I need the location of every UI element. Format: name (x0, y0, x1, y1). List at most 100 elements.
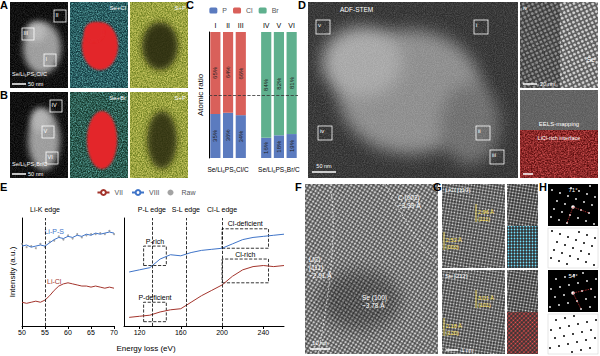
html-text:A: A (0, 0, 8, 11)
svg-text:50 nm: 50 nm (28, 81, 44, 87)
svg-text:VI: VI (288, 22, 295, 29)
svg-text:2.96 Å: 2.96 Å (478, 209, 494, 215)
svg-text:i: i (476, 22, 477, 28)
svg-text:P-deficient: P-deficient (138, 294, 171, 301)
svg-text:IV: IV (263, 22, 270, 29)
svg-text:II: II (56, 12, 60, 18)
svg-text:84%: 84% (263, 78, 269, 91)
svg-text:Energy loss (eV): Energy loss (eV) (116, 344, 175, 353)
svg-text:~3.78 Å: ~3.78 Å (362, 301, 385, 309)
svg-text:LiCl: LiCl (309, 256, 321, 263)
svg-text:Cl: Cl (246, 7, 253, 14)
svg-text:P: P (222, 7, 227, 14)
svg-text:64%: 64% (225, 66, 231, 79)
svg-text:Se: Se (586, 56, 595, 63)
svg-text:S+P: S+P (174, 95, 186, 101)
svg-text:Se/Li₆PS₅Cl/C: Se/Li₆PS₅Cl/C (207, 166, 249, 173)
svg-text:I: I (214, 22, 216, 29)
svg-text:~3.39 Å: ~3.39 Å (398, 201, 421, 209)
svg-text:LiCl [110]: LiCl [110] (445, 187, 470, 193)
svg-text:10 nm: 10 nm (312, 340, 328, 346)
svg-text:ADF-STEM: ADF-STEM (340, 6, 373, 13)
svg-text:(111): (111) (309, 264, 323, 272)
svg-text:iv: iv (320, 128, 324, 134)
svg-text:Li-P-S: Li-P-S (44, 228, 64, 235)
svg-text:(111): (111) (478, 216, 490, 222)
svg-text:Se+Cl: Se+Cl (109, 5, 126, 11)
svg-text:iv: iv (523, 5, 527, 11)
svg-text:70: 70 (110, 329, 118, 336)
svg-text:V: V (44, 128, 48, 134)
svg-text:71°: 71° (568, 187, 578, 193)
svg-text:Se+Br: Se+Br (109, 95, 126, 101)
svg-text:Se (100): Se (100) (362, 294, 387, 302)
html-text:G: G (433, 181, 442, 193)
svg-text:EELS-mapping: EELS-mapping (539, 121, 579, 127)
svg-text:IV: IV (52, 102, 58, 108)
svg-text:18%: 18% (276, 140, 282, 153)
svg-text:VIII: VIII (149, 189, 160, 196)
svg-text:iii: iii (492, 152, 496, 158)
svg-text:34%: 34% (238, 130, 244, 143)
svg-text:35%: 35% (212, 129, 218, 142)
svg-text:3.01 Å: 3.01 Å (478, 295, 494, 301)
svg-text:Se/Li₆PS₅Br/C: Se/Li₆PS₅Br/C (258, 166, 300, 173)
svg-text:19%: 19% (289, 139, 295, 152)
svg-text:200: 200 (216, 329, 228, 336)
svg-text:54°: 54° (568, 273, 578, 279)
svg-text:II: II (226, 22, 230, 29)
svg-text:65: 65 (87, 329, 95, 336)
svg-text:VI: VI (48, 154, 54, 160)
svg-text:C (002): C (002) (398, 194, 420, 202)
svg-text:20 nm: 20 nm (540, 81, 556, 87)
svg-text:Cl-deficient: Cl-deficient (228, 220, 263, 227)
svg-text:36%: 36% (225, 129, 231, 142)
svg-text:2.52 Å: 2.52 Å (446, 237, 462, 243)
svg-text:66%: 66% (238, 67, 244, 80)
svg-text:160: 160 (175, 329, 187, 336)
svg-text:LiCl-rich interface: LiCl-rich interface (538, 135, 581, 141)
svg-text:I: I (46, 56, 48, 62)
svg-text:16%: 16% (263, 141, 269, 154)
svg-text:Se/Li₆PS₅Br/C: Se/Li₆PS₅Br/C (12, 161, 47, 167)
svg-text:~2.91 Å: ~2.91 Å (309, 271, 332, 279)
html-text:C: C (186, 0, 194, 11)
svg-text:Br: Br (272, 7, 280, 14)
svg-text:65%: 65% (212, 66, 218, 79)
html-text:D: D (298, 0, 306, 11)
svg-text:120: 120 (134, 329, 146, 336)
svg-text:Se [212]: Se [212] (445, 273, 468, 279)
svg-text:2.18 Å: 2.18 Å (446, 323, 462, 329)
svg-text:Cl-rich: Cl-rich (235, 251, 255, 258)
svg-text:(002): (002) (446, 244, 459, 250)
svg-text:Atomic ratio: Atomic ratio (196, 73, 205, 116)
svg-text:VII: VII (114, 189, 123, 196)
svg-text:v: v (318, 22, 321, 28)
svg-text:S+P: S+P (174, 5, 186, 11)
svg-text:Raw: Raw (182, 189, 197, 196)
svg-text:55: 55 (41, 329, 49, 336)
svg-text:50: 50 (18, 329, 26, 336)
svg-text:III: III (24, 30, 29, 36)
svg-text:V: V (277, 22, 282, 29)
html-text:B: B (0, 89, 8, 101)
svg-text:81%: 81% (289, 76, 295, 89)
svg-text:(101): (101) (478, 302, 491, 308)
svg-text:III: III (238, 22, 244, 29)
svg-text:Li-Cl: Li-Cl (47, 278, 62, 285)
svg-text:50 nm: 50 nm (28, 171, 44, 177)
svg-text:240: 240 (258, 329, 270, 336)
svg-text:P-rich: P-rich (146, 238, 164, 245)
svg-text:Li-K edge: Li-K edge (30, 206, 60, 214)
svg-text:Intensity (a.u.): Intensity (a.u.) (8, 246, 17, 297)
svg-text:82%: 82% (276, 77, 282, 90)
svg-text:Cl-L edge: Cl-L edge (207, 206, 237, 214)
svg-text:S-L edge: S-L edge (172, 206, 200, 214)
svg-text:Se/Li₆PS₅Cl/C: Se/Li₆PS₅Cl/C (12, 71, 47, 77)
svg-text:1 nm: 1 nm (461, 347, 474, 353)
svg-text:(120): (120) (446, 330, 459, 336)
svg-text:50 nm: 50 nm (316, 163, 332, 169)
svg-text:ii: ii (478, 128, 481, 134)
svg-text:P-L edge: P-L edge (138, 206, 166, 214)
svg-text:60: 60 (64, 329, 72, 336)
